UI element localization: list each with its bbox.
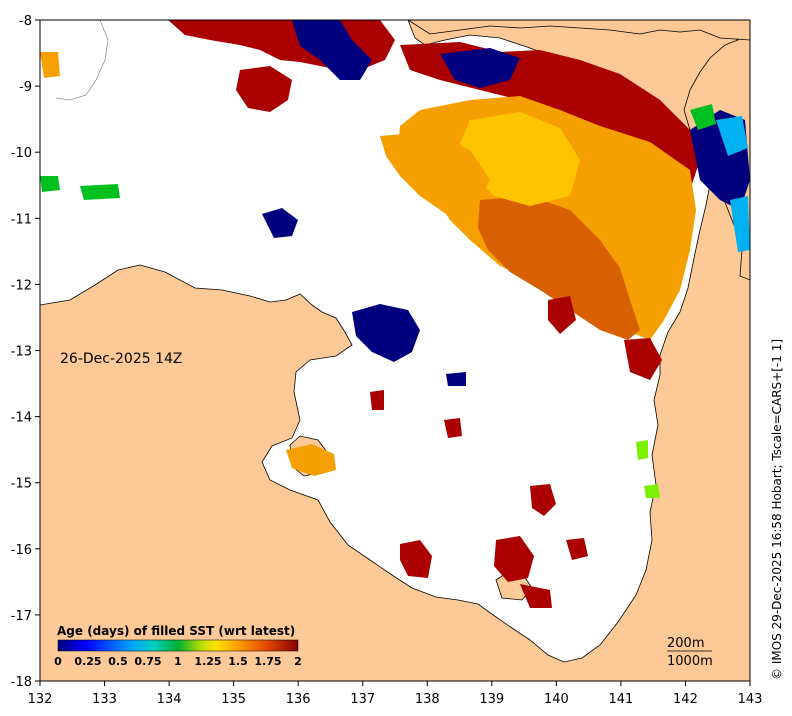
lon-tick-label: 137 [350, 692, 375, 707]
patch-age-05 [730, 196, 750, 252]
legend-tick-label: 0.25 [74, 655, 101, 668]
patch-age-2 [566, 538, 588, 560]
latitude-axis: -8 -9 -10 -11 -12 -13 -14 -15 -16 -17 -18 [11, 14, 40, 690]
patch-age-2 [370, 390, 384, 410]
lat-tick-label: -10 [11, 146, 32, 161]
png-coast [407, 20, 750, 41]
patch-age-15 [380, 132, 490, 214]
lon-tick-label: 136 [286, 692, 311, 707]
lon-tick-label: 138 [415, 692, 440, 707]
lat-tick-label: -18 [11, 675, 32, 690]
patch-age-0 [262, 208, 298, 238]
legend-title: Age (days) of filled SST (wrt latest) [57, 624, 295, 638]
contour-label-200m: 200m [667, 636, 704, 651]
patch-age-2 [494, 536, 534, 582]
legend-tick-label: 1.25 [194, 655, 221, 668]
lat-tick-label: -14 [11, 411, 32, 426]
patch-age-2 [520, 584, 552, 608]
patch-age-2 [548, 296, 576, 334]
lat-tick-label: -12 [11, 278, 32, 293]
lon-tick-label: 142 [673, 692, 698, 707]
patch-age-1 [80, 184, 120, 200]
legend-tick-label: 0 [54, 655, 62, 668]
lat-tick-label: -13 [11, 345, 32, 360]
contour-label-1000m: 1000m [667, 654, 713, 669]
patch-age-0 [446, 372, 466, 386]
patch-age-15 [286, 444, 336, 476]
map-plot-area [40, 20, 750, 681]
lat-tick-label: -9 [19, 80, 32, 95]
patch-age-15 [40, 52, 60, 78]
lat-tick-label: -16 [11, 543, 32, 558]
patch-age-1 [636, 440, 648, 460]
legend-tick-label: 0.5 [108, 655, 128, 668]
legend-tick-label: 1.5 [228, 655, 248, 668]
credit-text: © IMOS 29-Dec-2025 16:58 Hobart; Tscale=… [770, 339, 784, 680]
patch-age-125 [460, 112, 580, 206]
patch-age-2 [400, 540, 432, 578]
lon-tick-label: 143 [738, 692, 763, 707]
lon-tick-label: 132 [28, 692, 53, 707]
patch-age-1 [690, 104, 716, 130]
lat-tick-label: -8 [19, 14, 32, 29]
patch-age-2 [530, 484, 556, 516]
legend-tick-label: 0.75 [134, 655, 161, 668]
patch-age-2 [444, 418, 462, 438]
patch-age-0 [292, 20, 372, 80]
lon-tick-label: 140 [544, 692, 569, 707]
sst-age-data [40, 20, 750, 608]
patch-age-1 [40, 176, 60, 192]
lat-tick-label: -11 [11, 212, 32, 227]
patch-age-05 [716, 116, 748, 156]
lon-tick-label: 134 [157, 692, 182, 707]
legend-tick-label: 1 [174, 655, 182, 668]
lat-tick-label: -15 [11, 477, 32, 492]
lon-tick-label: 133 [92, 692, 117, 707]
colorbar [57, 639, 299, 652]
lon-tick-label: 141 [608, 692, 633, 707]
lon-tick-label: 135 [221, 692, 246, 707]
longitude-axis: 132 133 134 135 136 137 138 139 140 141 142 143 [28, 681, 763, 707]
legend-tick-label: 1.75 [254, 655, 281, 668]
bathymetry-contour [55, 20, 109, 101]
legend-tick-label: 2 [294, 655, 302, 668]
patch-age-175 [478, 196, 640, 340]
patch-age-2 [236, 66, 292, 112]
patch-age-2 [624, 338, 662, 380]
date-label: 26-Dec-2025 14Z [60, 351, 183, 367]
lon-tick-label: 139 [479, 692, 504, 707]
patch-age-0 [352, 304, 420, 362]
lat-tick-label: -17 [11, 609, 32, 624]
patch-age-1 [644, 484, 660, 498]
patch-age-0 [440, 48, 520, 88]
legend-ticks: 0 0.25 0.5 0.75 1 1.25 1.5 1.75 2 [54, 655, 302, 668]
